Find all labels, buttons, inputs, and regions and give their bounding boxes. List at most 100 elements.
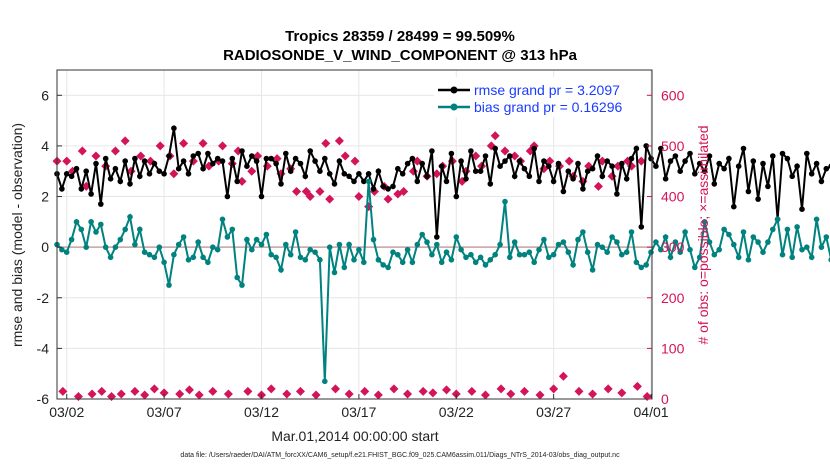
obs-count-marker — [272, 154, 282, 164]
bias-point — [346, 241, 352, 248]
rmse-point — [472, 168, 479, 174]
bias-point — [171, 251, 177, 258]
rmse-point — [214, 155, 221, 162]
rmse-point — [268, 155, 275, 162]
rmse-point — [550, 178, 557, 185]
bias-point — [404, 246, 411, 253]
rmse-point — [287, 168, 294, 174]
rmse-point — [750, 158, 757, 164]
rmse-point — [536, 178, 542, 185]
rmse-point — [205, 150, 211, 157]
obs-count-marker — [208, 386, 218, 396]
rmse-point — [93, 160, 99, 167]
bias-point — [341, 264, 348, 271]
bias-point — [740, 229, 747, 235]
rmse-point — [195, 150, 201, 157]
bias-point — [151, 254, 158, 261]
bias-point — [584, 249, 591, 255]
y-tick-label: 2 — [41, 189, 49, 205]
bias-point — [623, 249, 630, 255]
obs-count-marker — [432, 169, 442, 179]
bias-point — [302, 257, 309, 263]
x-tick-label: 03/27 — [536, 404, 571, 420]
bias-point — [351, 257, 357, 263]
rmse-point — [643, 143, 649, 149]
bias-point — [468, 251, 474, 258]
rmse-point — [813, 160, 820, 167]
axis-ticks: 03/02 03/07 03/12 03/17 03/22 03/27 04/01 -6 -4 -… — [37, 87, 685, 420]
obs-count-marker — [344, 389, 354, 399]
obs-count-marker — [110, 146, 120, 156]
bias-point — [399, 259, 406, 266]
bias-point — [667, 254, 674, 261]
bias-point — [750, 234, 757, 240]
obs-count-marker — [169, 169, 179, 179]
rmse-point — [273, 160, 279, 167]
rmse-point — [409, 155, 416, 162]
rmse-point — [487, 181, 494, 187]
bias-point — [536, 246, 542, 253]
obs-count-marker — [519, 386, 529, 396]
rmse-point — [239, 148, 245, 154]
obs-count-marker — [62, 156, 72, 166]
rmse-point — [575, 160, 581, 167]
y-tick-label: 4 — [41, 138, 49, 154]
bias-point — [297, 254, 304, 261]
bias-point — [628, 229, 635, 235]
rmse-point — [818, 178, 825, 185]
bias-point — [619, 251, 625, 258]
obs-count-marker — [496, 384, 506, 394]
rmse-point — [453, 193, 460, 200]
plot-marks — [52, 125, 830, 401]
y-tick-label: 0 — [41, 239, 49, 255]
rmse-point — [555, 160, 562, 167]
bias-point — [112, 244, 119, 250]
rmse-point — [312, 158, 318, 164]
rmse-point — [370, 186, 377, 192]
obs-count-marker — [237, 176, 247, 186]
rmse-point — [604, 158, 610, 164]
bias-point — [589, 267, 596, 273]
obs-count-marker — [500, 146, 510, 156]
legend-bias-marker — [450, 103, 458, 111]
bias-point — [633, 259, 640, 266]
rmse-point — [599, 173, 606, 180]
bias-point — [770, 226, 776, 233]
obs-count-marker — [282, 389, 292, 399]
rmse-point — [68, 173, 75, 180]
rmse-point — [351, 178, 357, 185]
rmse-point — [302, 173, 309, 180]
rmse-point — [224, 193, 231, 200]
rmse-point — [424, 173, 430, 180]
bias-point — [662, 234, 669, 240]
rmse-point — [808, 171, 815, 177]
bias-point — [546, 254, 552, 261]
bias-point — [448, 257, 455, 263]
obs-count-marker — [564, 156, 574, 166]
rmse-point — [322, 155, 328, 162]
obs-count-marker — [130, 386, 140, 396]
rmse-point — [175, 165, 182, 172]
rmse-point — [127, 181, 133, 187]
bias-point — [107, 254, 114, 261]
bias-point — [205, 259, 211, 266]
rmse-point — [83, 168, 89, 174]
bias-point — [390, 249, 396, 255]
rmse-point — [292, 155, 299, 162]
rmse-point — [546, 163, 552, 169]
rmse-point — [356, 171, 362, 177]
bias-point — [823, 234, 830, 240]
legend-bias-label: bias grand pr = 0.16296 — [474, 99, 622, 115]
obs-count-marker — [325, 194, 335, 204]
bias-point — [541, 236, 547, 243]
bias-point — [200, 254, 206, 261]
obs-count-marker — [588, 389, 598, 399]
obs-count-marker — [159, 388, 169, 398]
rmse-point — [146, 171, 153, 177]
rmse-point — [760, 160, 766, 167]
bias-point — [287, 251, 294, 258]
obs-count-marker — [305, 192, 315, 202]
bias-point — [760, 249, 766, 255]
rmse-point — [122, 158, 128, 164]
bias-point — [336, 241, 343, 248]
